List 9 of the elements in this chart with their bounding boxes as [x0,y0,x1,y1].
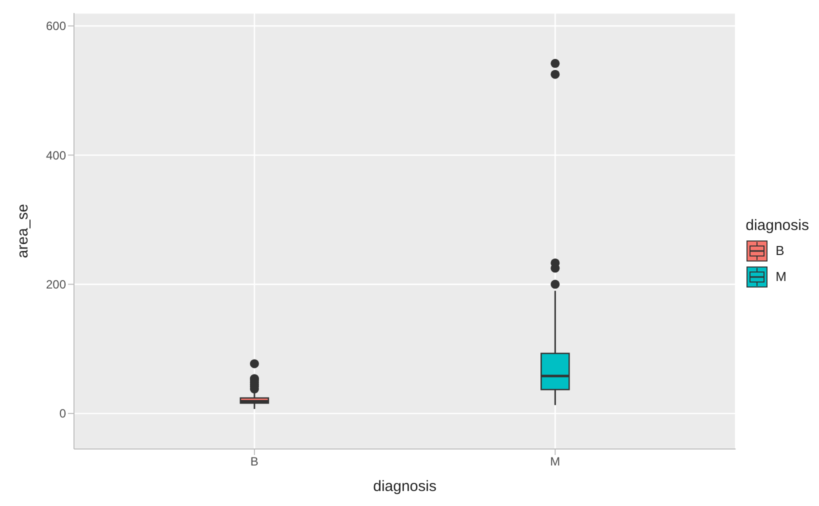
legend-label: M [776,269,786,284]
y-tick-label: 0 [59,406,66,421]
y-tick-label: 200 [46,278,66,292]
legend-title: diagnosis [746,216,809,234]
x-axis-title: diagnosis [373,478,436,495]
y-axis-title: area_se [14,204,32,258]
y-tick-label: 600 [46,19,66,34]
legend-label: B [776,243,784,258]
y-tick-label: 400 [46,148,66,162]
